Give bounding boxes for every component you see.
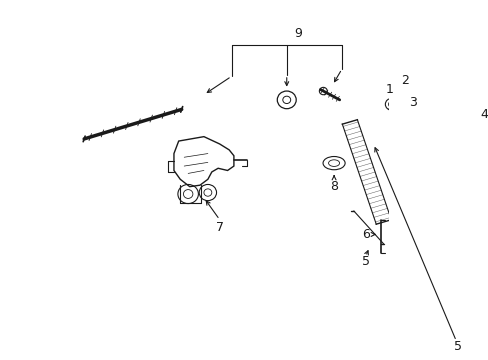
Text: 8: 8: [329, 180, 337, 193]
Text: 9: 9: [294, 27, 302, 40]
Text: 5: 5: [361, 255, 369, 268]
Text: 5: 5: [453, 341, 461, 354]
Text: 3: 3: [408, 95, 416, 109]
Text: 6: 6: [361, 228, 369, 241]
Text: 7: 7: [215, 221, 223, 234]
Text: 4: 4: [479, 108, 487, 121]
Text: 1: 1: [385, 83, 392, 96]
Text: 2: 2: [400, 73, 408, 86]
